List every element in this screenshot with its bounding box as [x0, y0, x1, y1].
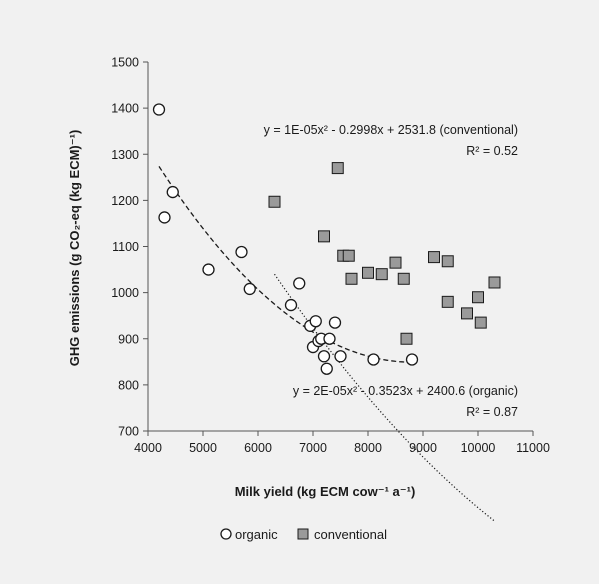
point-conventional: [345, 272, 358, 285]
point-organic: [202, 263, 215, 276]
trendline-r2-conventional: R² = 0.52: [466, 144, 518, 158]
trendline-organic: [158, 166, 413, 363]
point-organic: [284, 298, 298, 312]
point-conventional: [389, 256, 402, 269]
point-conventional: [461, 307, 473, 320]
x-tick-label: 6000: [244, 441, 272, 455]
point-organic: [317, 350, 331, 363]
point-conventional: [428, 251, 440, 264]
legend-marker-conventional: [297, 528, 309, 540]
point-conventional: [342, 249, 355, 262]
point-organic: [334, 350, 347, 363]
point-organic: [235, 245, 248, 259]
y-tick-label: 1500: [111, 56, 139, 70]
trendline-equation-organic: y = 2E-05x² - 0.3523x + 2400.6 (organic): [293, 384, 518, 398]
x-tick-label: 11000: [516, 441, 550, 455]
x-tick-label: 4000: [134, 441, 162, 455]
legend-marker-organic: [220, 528, 232, 540]
y-tick-label: 800: [118, 378, 139, 392]
point-organic: [405, 353, 419, 366]
point-organic: [323, 332, 336, 345]
x-axis-title: Milk yield (kg ECM cow⁻¹ a⁻¹): [235, 484, 416, 499]
point-conventional: [318, 230, 330, 243]
point-conventional: [397, 272, 410, 285]
legend-label-organic: organic: [235, 527, 278, 542]
point-organic: [166, 185, 179, 199]
y-tick-label: 900: [118, 332, 139, 346]
point-conventional: [474, 316, 487, 329]
y-tick-label: 1100: [112, 240, 139, 254]
point-conventional: [472, 291, 484, 304]
point-conventional: [362, 266, 374, 279]
point-conventional: [268, 195, 281, 208]
x-tick-label: 9000: [409, 441, 437, 455]
point-conventional: [400, 332, 413, 345]
x-tick-label: 7000: [299, 441, 327, 455]
legend-label-conventional: conventional: [314, 527, 387, 542]
point-conventional: [331, 162, 344, 175]
point-organic: [158, 211, 171, 224]
y-tick-label: 700: [118, 425, 139, 439]
y-tick-label: 1400: [111, 102, 139, 116]
y-axis-title: GHG emissions (g CO₂-eq (kg ECM)⁻¹): [67, 130, 82, 367]
x-tick-label: 5000: [189, 441, 217, 455]
point-organic: [293, 277, 306, 290]
trendline-r2-organic: R² = 0.87: [466, 405, 518, 419]
point-conventional: [375, 268, 388, 281]
y-tick-label: 1000: [111, 286, 139, 300]
point-organic: [320, 362, 333, 375]
points-layer: [152, 103, 501, 375]
annotations-layer: y = 1E-05x² - 0.2998x + 2531.8 (conventi…: [264, 123, 518, 419]
point-organic: [152, 103, 166, 116]
y-tick-label: 1300: [111, 148, 139, 162]
x-tick-label: 10000: [461, 441, 496, 455]
point-conventional: [441, 295, 454, 308]
y-tick-label: 1200: [111, 194, 139, 208]
point-organic: [243, 282, 256, 296]
point-organic: [328, 316, 342, 329]
point-conventional: [488, 276, 501, 289]
x-tick-label: 8000: [354, 441, 382, 455]
point-conventional: [441, 255, 454, 268]
legend: organic conventional: [220, 527, 387, 542]
axes-layer: 700 800 900 1000 1100 1200 1300 1400 1500 4000 500…: [111, 56, 550, 456]
point-organic: [367, 353, 380, 366]
trendline-equation-conventional: y = 1E-05x² - 0.2998x + 2531.8 (conventi…: [264, 123, 518, 137]
point-organic: [309, 315, 322, 328]
